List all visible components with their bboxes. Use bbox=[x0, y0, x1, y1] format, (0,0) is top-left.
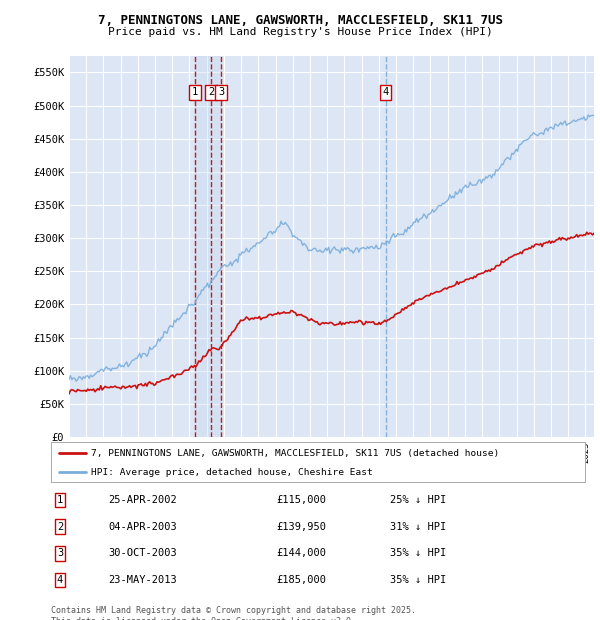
Text: 7, PENNINGTONS LANE, GAWSWORTH, MACCLESFIELD, SK11 7US (detached house): 7, PENNINGTONS LANE, GAWSWORTH, MACCLESF… bbox=[91, 449, 499, 458]
Text: 25-APR-2002: 25-APR-2002 bbox=[108, 495, 177, 505]
Text: HPI: Average price, detached house, Cheshire East: HPI: Average price, detached house, Ches… bbox=[91, 467, 373, 477]
Text: 4: 4 bbox=[57, 575, 63, 585]
Text: 4: 4 bbox=[382, 87, 389, 97]
Text: Price paid vs. HM Land Registry's House Price Index (HPI): Price paid vs. HM Land Registry's House … bbox=[107, 27, 493, 37]
Text: 30-OCT-2003: 30-OCT-2003 bbox=[108, 548, 177, 559]
Text: £144,000: £144,000 bbox=[276, 548, 326, 559]
Text: 2: 2 bbox=[208, 87, 214, 97]
Text: £185,000: £185,000 bbox=[276, 575, 326, 585]
Bar bbox=[195, 56, 221, 437]
Text: 35% ↓ HPI: 35% ↓ HPI bbox=[390, 548, 446, 559]
Text: Contains HM Land Registry data © Crown copyright and database right 2025.
This d: Contains HM Land Registry data © Crown c… bbox=[51, 606, 416, 620]
Text: 31% ↓ HPI: 31% ↓ HPI bbox=[390, 521, 446, 532]
Text: £115,000: £115,000 bbox=[276, 495, 326, 505]
Text: 04-APR-2003: 04-APR-2003 bbox=[108, 521, 177, 532]
Text: 1: 1 bbox=[57, 495, 63, 505]
Text: 1: 1 bbox=[192, 87, 198, 97]
Text: 23-MAY-2013: 23-MAY-2013 bbox=[108, 575, 177, 585]
Text: 7, PENNINGTONS LANE, GAWSWORTH, MACCLESFIELD, SK11 7US: 7, PENNINGTONS LANE, GAWSWORTH, MACCLESF… bbox=[97, 14, 503, 27]
Text: 3: 3 bbox=[218, 87, 224, 97]
Text: 25% ↓ HPI: 25% ↓ HPI bbox=[390, 495, 446, 505]
Text: £139,950: £139,950 bbox=[276, 521, 326, 532]
Text: 3: 3 bbox=[57, 548, 63, 559]
Text: 2: 2 bbox=[57, 521, 63, 532]
Text: 35% ↓ HPI: 35% ↓ HPI bbox=[390, 575, 446, 585]
